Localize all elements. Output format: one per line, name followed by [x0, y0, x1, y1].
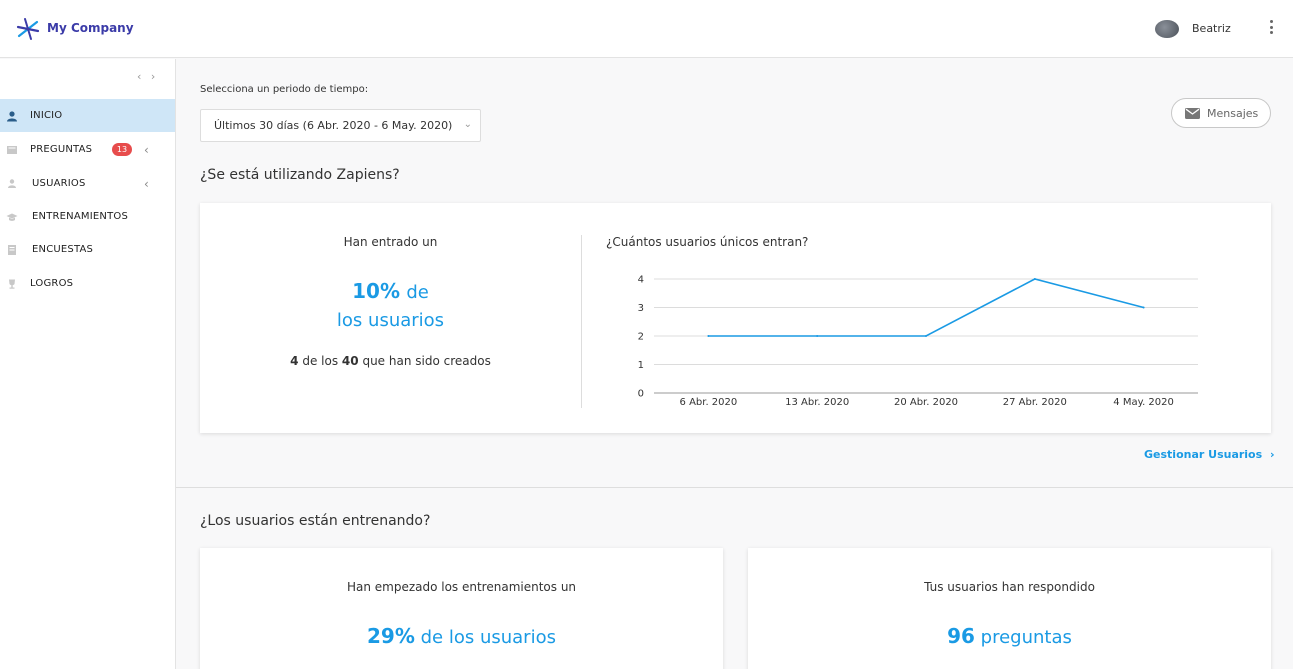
sidebar: ‹ › INICIO PREGUNTAS 13 ‹ USUARIOS ‹ ENT… [0, 59, 176, 669]
more-options-icon[interactable] [1266, 18, 1276, 36]
x-tick-label: 6 Abr. 2020 [680, 397, 738, 408]
sidebar-item-encuestas[interactable]: ENCUESTAS [0, 233, 175, 266]
data-point [816, 335, 819, 337]
sidebar-item-inicio[interactable]: INICIO [0, 99, 175, 132]
sidebar-item-entrenamientos[interactable]: ENTRENAMIENTOS [0, 200, 175, 233]
answers-number: 96 [947, 624, 975, 648]
training-percent: 29% [367, 624, 415, 648]
company-logo [16, 18, 40, 40]
unique-users-line-chart: 0 1 2 3 4 6 Abr. 2020 13 Abr. 2020 20 Abr. 2020… [638, 275, 1198, 408]
book-icon [6, 144, 18, 156]
chevron-down-icon: ⌄ [463, 119, 472, 130]
sidebar-item-label: ENCUESTAS [32, 244, 94, 255]
y-tick-label: 0 [638, 389, 644, 400]
training-percent-suffix: de los usuarios [420, 627, 556, 648]
data-point [1142, 306, 1145, 309]
sidebar-item-label: INICIO [30, 110, 63, 121]
usage-count-mid: de los [302, 354, 339, 368]
period-select[interactable]: Últimos 30 días (6 Abr. 2020 - 6 May. 20… [200, 109, 481, 142]
chart-title: ¿Cuántos usuarios únicos entran? [606, 235, 809, 249]
chevron-right-icon: › [1270, 448, 1275, 461]
usage-card: Han entrado un 10% de los usuarios 4 de … [200, 203, 1271, 433]
y-tick-label: 4 [638, 275, 644, 286]
section-divider [176, 487, 1293, 488]
data-point [1033, 278, 1036, 280]
person-icon [6, 178, 18, 190]
sidebar-item-logros[interactable]: LOGROS [0, 267, 175, 300]
period-label: Selecciona un periodo de tiempo: [200, 84, 369, 95]
answers-card: Tus usuarios han respondido 96 preguntas [748, 548, 1271, 669]
card-divider [581, 235, 582, 408]
survey-icon [6, 244, 18, 256]
usage-percent-line2: los usuarios [336, 310, 445, 331]
collapse-sidebar-icon[interactable]: ‹ › [137, 70, 159, 83]
x-tick-label: 20 Abr. 2020 [894, 397, 958, 408]
graduation-cap-icon [6, 211, 18, 223]
count-badge: 13 [112, 143, 132, 156]
answers-intro: Tus usuarios han respondido [924, 580, 1095, 594]
y-tick-label: 1 [638, 360, 644, 371]
sidebar-item-usuarios[interactable]: USUARIOS ‹ [0, 167, 175, 200]
usage-percent-suffix: de [406, 282, 429, 303]
manage-users-link[interactable]: Gestionar Usuarios › [1144, 448, 1275, 461]
usage-percent-line: 10% de [200, 279, 581, 303]
usage-count-suffix: que han sido creados [362, 354, 491, 368]
user-icon [6, 110, 18, 122]
period-select-value: Últimos 30 días (6 Abr. 2020 - 6 May. 20… [214, 119, 453, 132]
sidebar-item-label: USUARIOS [32, 178, 86, 189]
usage-count: 4 [290, 354, 299, 368]
usage-percent: 10% [352, 279, 400, 303]
sidebar-item-label: LOGROS [30, 278, 74, 289]
x-tick-label: 4 May. 2020 [1113, 397, 1174, 408]
x-tick-label: 13 Abr. 2020 [785, 397, 849, 408]
user-name[interactable]: Beatriz [1192, 22, 1231, 35]
trophy-icon [6, 278, 18, 290]
company-name[interactable]: My Company [47, 21, 134, 35]
usage-count-line: 4 de los 40 que han sido creados [200, 354, 581, 368]
avatar[interactable] [1155, 20, 1179, 38]
data-point [925, 335, 927, 337]
training-percent-line: 29% de los usuarios [200, 624, 723, 648]
x-tick-label: 27 Abr. 2020 [1003, 397, 1067, 408]
section-title-training: ¿Los usuarios están entrenando? [200, 513, 431, 529]
y-tick-label: 2 [638, 332, 644, 343]
y-tick-label: 3 [638, 303, 644, 314]
section-title-usage: ¿Se está utilizando Zapiens? [200, 167, 400, 183]
manage-users-label: Gestionar Usuarios [1144, 448, 1263, 461]
mail-icon [1185, 107, 1200, 119]
answers-suffix: preguntas [980, 627, 1072, 648]
usage-summary: Han entrado un 10% de los usuarios 4 de … [200, 203, 581, 433]
messages-button[interactable]: Mensajes [1171, 98, 1271, 128]
usage-total: 40 [341, 354, 359, 368]
top-header: My Company Beatriz [0, 0, 1293, 58]
chevron-left-icon[interactable]: ‹ [144, 142, 149, 157]
sidebar-item-preguntas[interactable]: PREGUNTAS 13 ‹ [0, 133, 175, 166]
chevron-left-icon[interactable]: ‹ [144, 176, 149, 191]
usage-intro: Han entrado un [343, 235, 438, 249]
data-point [707, 335, 710, 337]
answers-line: 96 preguntas [748, 624, 1271, 648]
messages-button-label: Mensajes [1207, 106, 1259, 120]
sidebar-item-label: PREGUNTAS [30, 144, 93, 155]
training-card: Han empezado los entrenamientos un 29% d… [200, 548, 723, 669]
training-intro: Han empezado los entrenamientos un [346, 580, 577, 594]
sidebar-item-label: ENTRENAMIENTOS [32, 211, 128, 222]
